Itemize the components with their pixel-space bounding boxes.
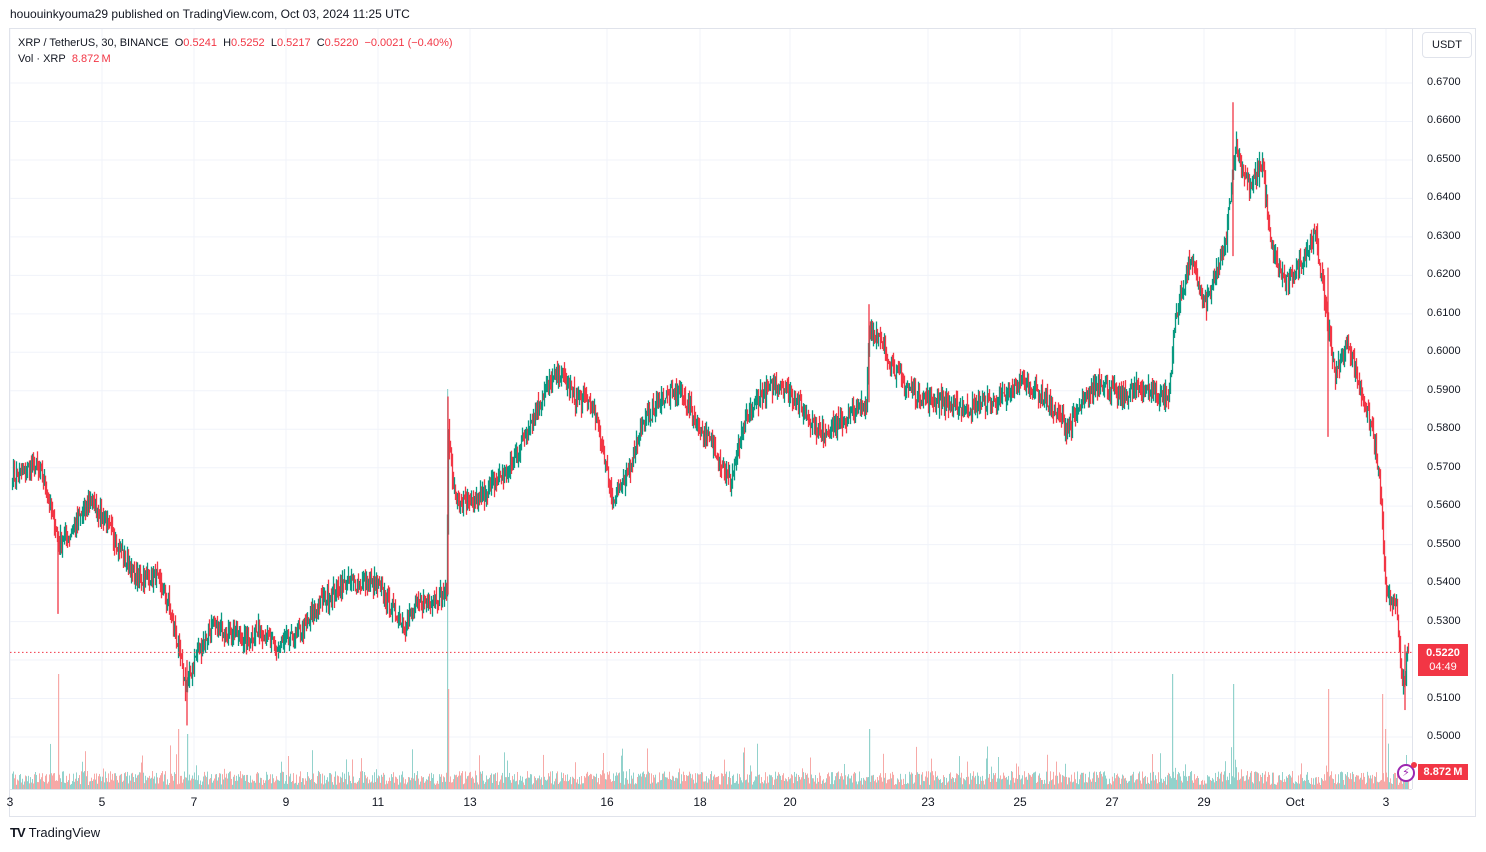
price-tick-label: 0.5000 xyxy=(1427,729,1461,742)
price-tick-label: 0.6100 xyxy=(1427,306,1461,319)
change-value: −0.0021 (−0.40%) xyxy=(364,37,453,49)
price-chart-canvas[interactable] xyxy=(10,29,1412,789)
price-tick-label: 0.5600 xyxy=(1427,499,1461,512)
time-axis[interactable] xyxy=(10,789,1412,817)
tradingview-logo-icon: TV xyxy=(10,825,26,840)
high-label: H xyxy=(223,37,232,49)
time-tick-label: 27 xyxy=(1105,795,1119,809)
volume-badge: 8.872 M xyxy=(1418,764,1468,780)
high-value: 0.5252 xyxy=(231,37,265,49)
published-caption: hououinkyouma29 published on TradingView… xyxy=(10,7,410,21)
time-tick-label: 23 xyxy=(921,795,935,809)
bar-countdown: 04:49 xyxy=(1429,661,1457,673)
price-tick-label: 0.5400 xyxy=(1427,576,1461,589)
time-tick-label: 13 xyxy=(463,795,477,809)
price-tick-label: 0.5300 xyxy=(1427,614,1461,627)
current-price: 0.5220 xyxy=(1426,647,1460,659)
currency-button[interactable]: USDT xyxy=(1422,32,1472,58)
low-label: L xyxy=(270,37,277,49)
time-tick-label: 3 xyxy=(6,795,14,809)
price-tick-label: 0.6300 xyxy=(1427,229,1461,242)
price-tick-label: 0.6500 xyxy=(1427,152,1461,165)
time-tick-label: 7 xyxy=(190,795,198,809)
time-tick-label: 29 xyxy=(1197,795,1211,809)
price-tick-label: 0.5500 xyxy=(1427,537,1461,550)
tradingview-brand[interactable]: TV TradingView xyxy=(10,825,100,840)
time-tick-label: 3 xyxy=(1382,795,1390,809)
price-tick-label: 0.6000 xyxy=(1427,345,1461,358)
low-value: 0.5217 xyxy=(276,37,311,49)
lightning-icon[interactable]: ⚡ xyxy=(1397,764,1415,782)
time-tick-label: 9 xyxy=(282,795,290,809)
ohlc-legend-row: XRP / TetherUS, 30, BINANCE O0.5241 H0.5… xyxy=(18,35,453,51)
time-tick-label: 16 xyxy=(600,795,614,809)
symbol-title[interactable]: XRP / TetherUS, 30, BINANCE xyxy=(18,37,169,49)
time-tick-label: 5 xyxy=(98,795,106,809)
notification-dot-icon xyxy=(1411,762,1417,768)
time-tick-label: 25 xyxy=(1013,795,1027,809)
price-tick-label: 0.6400 xyxy=(1427,191,1461,204)
price-tick-label: 0.5900 xyxy=(1427,383,1461,396)
price-tick-label: 0.6200 xyxy=(1427,268,1461,281)
current-price-badge: 0.5220 04:49 xyxy=(1418,644,1468,676)
open-value: 0.5241 xyxy=(183,37,217,49)
price-axis[interactable] xyxy=(1412,29,1476,789)
price-tick-label: 0.5100 xyxy=(1427,691,1461,704)
time-tick-label: 20 xyxy=(783,795,797,809)
time-tick-label: 18 xyxy=(693,795,707,809)
time-tick-label: Oct xyxy=(1285,795,1305,809)
time-tick-label: 11 xyxy=(371,795,385,809)
close-value: 0.5220 xyxy=(324,37,359,49)
brand-name: TradingView xyxy=(28,825,101,840)
close-label: C xyxy=(316,37,325,49)
price-tick-label: 0.5800 xyxy=(1427,422,1461,435)
volume-value: 8.872 M xyxy=(71,53,111,65)
chart-legend: XRP / TetherUS, 30, BINANCE O0.5241 H0.5… xyxy=(18,35,453,67)
price-tick-label: 0.6600 xyxy=(1427,114,1461,127)
volume-label[interactable]: Vol · XRP xyxy=(18,53,66,65)
price-tick-label: 0.6700 xyxy=(1427,76,1461,88)
open-label: O xyxy=(174,37,184,49)
price-tick-label: 0.5700 xyxy=(1427,460,1461,473)
volume-legend-row: Vol · XRP 8.872 M xyxy=(18,51,453,67)
